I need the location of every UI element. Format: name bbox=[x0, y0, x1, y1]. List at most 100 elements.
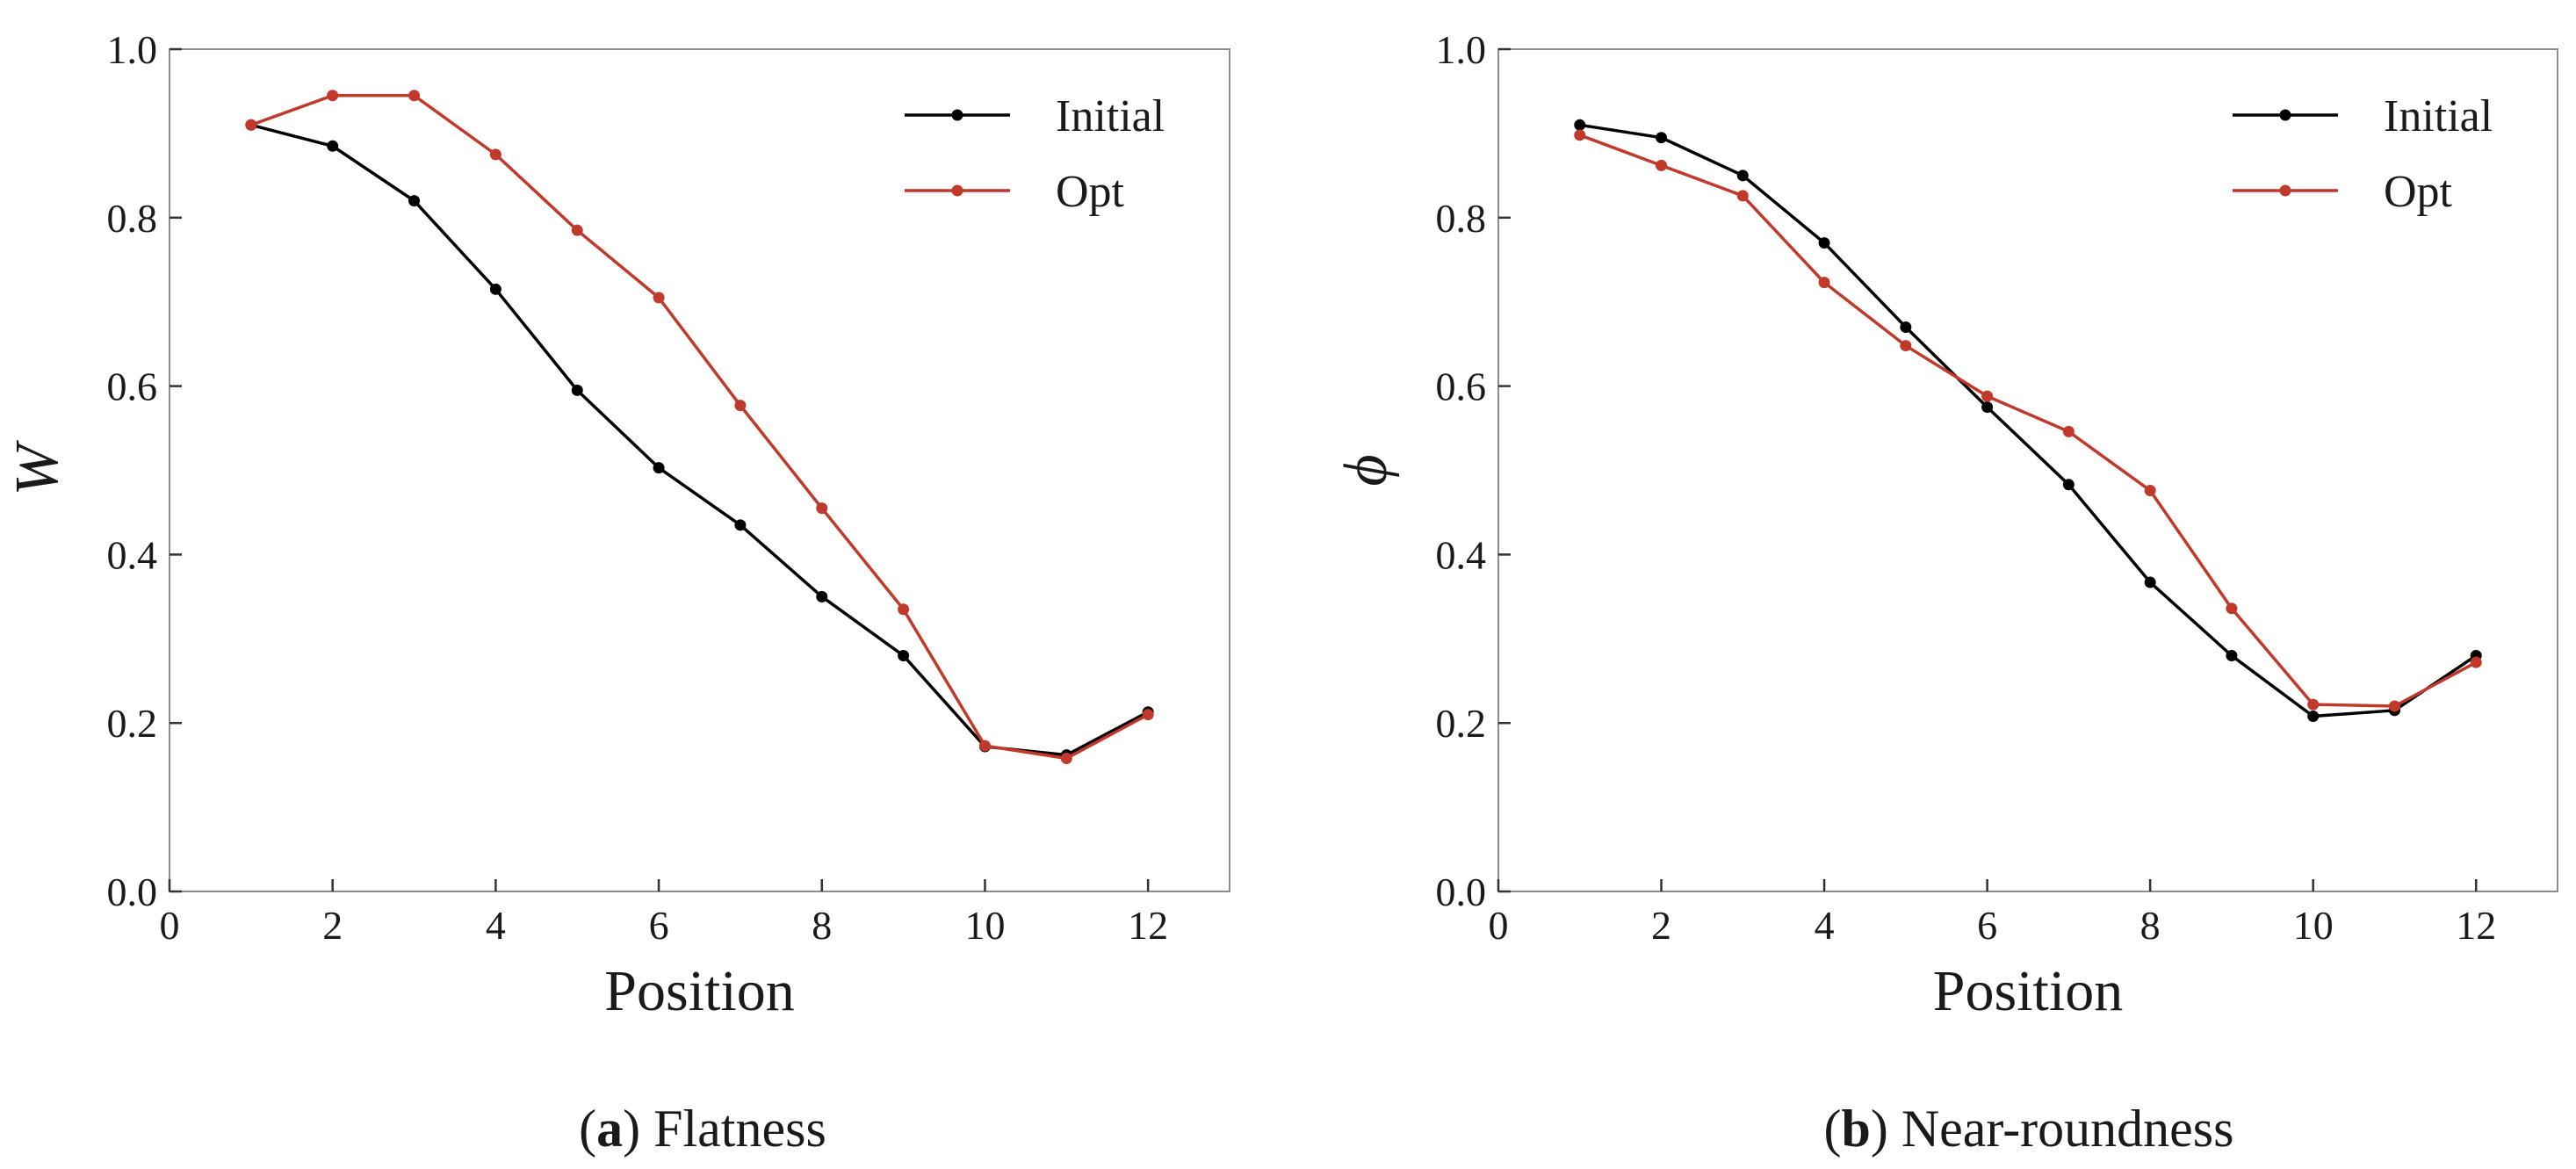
data-point bbox=[1656, 132, 1668, 144]
data-point bbox=[408, 195, 421, 207]
data-point bbox=[2226, 603, 2238, 615]
data-point bbox=[2062, 479, 2075, 491]
caption-paren-close: ) bbox=[1871, 1100, 1901, 1158]
x-tick-label: 0 bbox=[160, 903, 180, 948]
x-tick-label: 2 bbox=[322, 903, 343, 948]
caption-letter: a bbox=[596, 1100, 623, 1158]
data-point bbox=[1818, 237, 1830, 249]
data-point bbox=[1736, 190, 1749, 202]
x-tick-label: 10 bbox=[964, 903, 1005, 948]
x-tick-label: 10 bbox=[2293, 903, 2334, 948]
data-point bbox=[734, 400, 747, 412]
data-point bbox=[2144, 576, 2156, 588]
data-point bbox=[1900, 340, 1912, 352]
panel-caption: (a) Flatness bbox=[579, 1100, 826, 1158]
y-tick-label: 0.2 bbox=[1436, 701, 1487, 746]
data-point bbox=[1142, 709, 1154, 721]
data-point bbox=[816, 590, 828, 603]
data-point bbox=[2307, 711, 2320, 723]
chart-panel-b: 0 2 4 6 8 10 12 0.0 0.2 0.4 0.6 0.8 1.0 Position ϕ Init… bbox=[1332, 27, 2558, 1158]
x-tick-label: 4 bbox=[1815, 903, 1835, 948]
series-initial bbox=[1574, 119, 2482, 723]
data-point bbox=[2144, 485, 2156, 497]
plot-frame bbox=[169, 48, 1230, 892]
x-tick-label: 6 bbox=[1977, 903, 1997, 948]
x-tick-label: 6 bbox=[649, 903, 669, 948]
y-tick-label: 0.0 bbox=[1436, 870, 1487, 914]
chart-panel-a: 0 2 4 6 8 10 12 0.0 0.2 0.4 0.6 0.8 1.0 Position W Init… bbox=[4, 27, 1230, 1158]
series-line bbox=[250, 93, 1149, 761]
data-point bbox=[2226, 649, 2238, 661]
series-initial bbox=[245, 119, 1154, 761]
x-tick-label: 0 bbox=[1489, 903, 1509, 948]
data-point bbox=[571, 384, 583, 396]
data-point bbox=[489, 148, 501, 161]
caption-paren-open: ( bbox=[579, 1100, 596, 1158]
data-point bbox=[653, 292, 665, 304]
legend-marker bbox=[951, 109, 963, 121]
legend-label: Opt bbox=[2384, 167, 2453, 217]
y-tick-label: 1.0 bbox=[1436, 27, 1487, 72]
data-point bbox=[898, 649, 910, 661]
data-point bbox=[1656, 159, 1668, 171]
data-point bbox=[408, 90, 421, 102]
data-point bbox=[816, 502, 828, 515]
data-point bbox=[734, 519, 747, 531]
y-tick-label: 1.0 bbox=[107, 27, 158, 72]
data-point bbox=[2307, 698, 2320, 711]
plot-frame bbox=[1497, 48, 2558, 892]
data-point bbox=[978, 740, 991, 752]
data-point bbox=[2470, 656, 2482, 668]
data-point bbox=[245, 119, 257, 131]
legend-marker bbox=[2279, 184, 2291, 197]
x-tick-label: 8 bbox=[812, 903, 832, 948]
y-tick-label: 0.4 bbox=[1436, 532, 1487, 577]
x-tick-label: 8 bbox=[2140, 903, 2161, 948]
data-point bbox=[327, 140, 339, 152]
y-tick-label: 0.8 bbox=[107, 196, 158, 241]
data-point bbox=[327, 90, 339, 102]
x-axis-label: Position bbox=[1933, 959, 2123, 1023]
series-opt bbox=[245, 90, 1154, 764]
legend-label: Opt bbox=[1056, 167, 1125, 217]
series-line bbox=[1579, 123, 2478, 718]
data-point bbox=[1574, 119, 1586, 131]
legend-label: Initial bbox=[1056, 91, 1165, 141]
data-point bbox=[1818, 277, 1830, 289]
y-tick-label: 0.0 bbox=[107, 870, 158, 914]
data-point bbox=[1981, 390, 1994, 402]
series-line bbox=[1579, 133, 2478, 708]
series-opt bbox=[1574, 129, 2482, 712]
data-point bbox=[653, 462, 665, 474]
y-axis-label: ϕ bbox=[1332, 454, 1400, 486]
data-point bbox=[1900, 321, 1912, 333]
y-tick-label: 0.8 bbox=[1436, 196, 1487, 241]
panel-caption: (b) Near-roundness bbox=[1823, 1100, 2233, 1158]
caption-text: Flatness bbox=[653, 1100, 826, 1158]
caption-paren-close: ) bbox=[623, 1100, 653, 1158]
legend-marker bbox=[951, 184, 963, 197]
data-point bbox=[1736, 170, 1749, 182]
y-tick-label: 0.4 bbox=[107, 532, 158, 577]
caption-paren-open: ( bbox=[1823, 1100, 1841, 1158]
caption-letter: b bbox=[1841, 1100, 1870, 1158]
y-axis-label: W bbox=[4, 440, 71, 496]
legend: Initial Opt bbox=[905, 91, 1165, 217]
x-axis-label: Position bbox=[604, 959, 794, 1023]
data-point bbox=[1060, 752, 1072, 764]
y-tick-label: 0.2 bbox=[107, 701, 158, 746]
data-point bbox=[898, 603, 910, 616]
legend: Initial Opt bbox=[2233, 91, 2493, 217]
data-point bbox=[571, 224, 583, 236]
x-tick-label: 4 bbox=[486, 903, 506, 948]
legend-label: Initial bbox=[2384, 91, 2493, 141]
y-tick-label: 0.6 bbox=[1436, 364, 1487, 409]
x-tick-label: 12 bbox=[1128, 903, 1168, 948]
series-line bbox=[250, 123, 1149, 757]
legend-marker bbox=[2279, 109, 2291, 121]
data-point bbox=[1981, 401, 1994, 414]
data-point bbox=[2388, 700, 2400, 712]
data-point bbox=[489, 283, 501, 295]
data-point bbox=[2062, 425, 2075, 437]
